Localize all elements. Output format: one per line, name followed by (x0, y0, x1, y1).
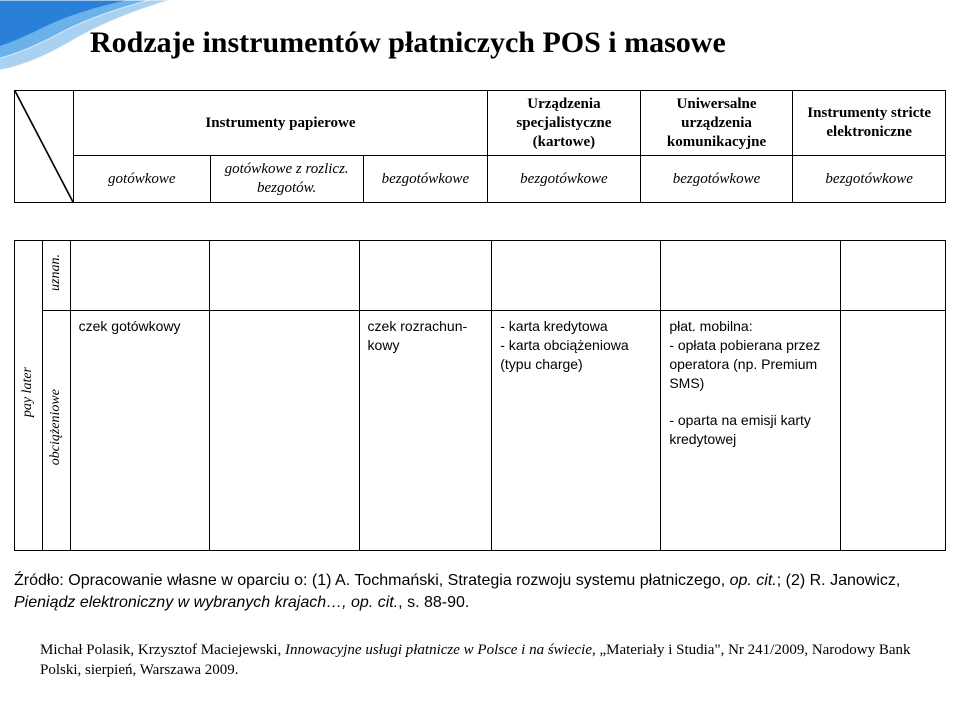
cell-r1-c3 (359, 241, 492, 311)
header-spec: Urządzenia specjalistyczne (kartowe) (488, 91, 641, 156)
cell-r1-c1 (70, 241, 209, 311)
header-sub-c4: bezgotówkowe (488, 156, 641, 203)
citation-line: Michał Polasik, Krzysztof Maciejewski, I… (40, 640, 920, 681)
row-label-bot: obciążeniowe (42, 311, 70, 551)
source-it2: Pieniądz elektroniczny w wybranych kraja… (14, 594, 398, 611)
cell-r2-c4: - karta kredytowa - karta obciążeniowa (… (492, 311, 661, 551)
row-label-outer: pay later (15, 241, 43, 551)
citation-pre: Michał Polasik, Krzysztof Maciejewski, (40, 642, 285, 658)
source-suffix: , s. 88-90. (398, 594, 469, 611)
cell-r1-c5 (661, 241, 841, 311)
page-title: Rodzaje instrumentów płatniczych POS i m… (90, 26, 726, 60)
header-paper: Instrumenty papierowe (73, 91, 487, 156)
header-elec: Instrumenty stricte elektroniczne (793, 91, 946, 156)
row-label-top: uznan. (42, 241, 70, 311)
header-sub-c3: bezgotówkowe (363, 156, 487, 202)
header-sub-c1: gotówkowe (74, 156, 210, 202)
body-table: pay later uznan. obciążeniowe czek gotów… (14, 240, 946, 551)
header-sub-c6: bezgotówkowe (793, 156, 946, 203)
source-mid: ; (2) R. Janowicz, (777, 572, 901, 589)
cell-r1-c4 (492, 241, 661, 311)
header-sub-c2: gotówkowe z rozlicz. bezgotów. (210, 156, 363, 202)
header-corner-slash (15, 91, 74, 203)
cell-r1-c6 (841, 241, 946, 311)
header-sub-c5: bezgotówkowe (640, 156, 793, 203)
source-it1: op. cit. (730, 572, 777, 589)
cell-r2-c1: czek gotówkowy (70, 311, 209, 551)
cell-r2-c2 (209, 311, 359, 551)
citation-it1: Innowacyjne usługi płatnicze w Polsce i … (285, 642, 592, 658)
source-line: Źródło: Opracowanie własne w oparciu o: … (14, 570, 946, 613)
cell-r1-c2 (209, 241, 359, 311)
source-prefix: Źródło: Opracowanie własne w oparciu o: … (14, 572, 730, 589)
cell-r2-c3: czek rozrachun­kowy (359, 311, 492, 551)
header-table: Instrumenty papierowe Urządzenia specjal… (14, 90, 946, 203)
cell-r2-c5: płat. mobilna: - opłata pobierana przez … (661, 311, 841, 551)
cell-r2-c6 (841, 311, 946, 551)
header-uni: Uniwersalne urządzenia komunikacyjne (640, 91, 793, 156)
